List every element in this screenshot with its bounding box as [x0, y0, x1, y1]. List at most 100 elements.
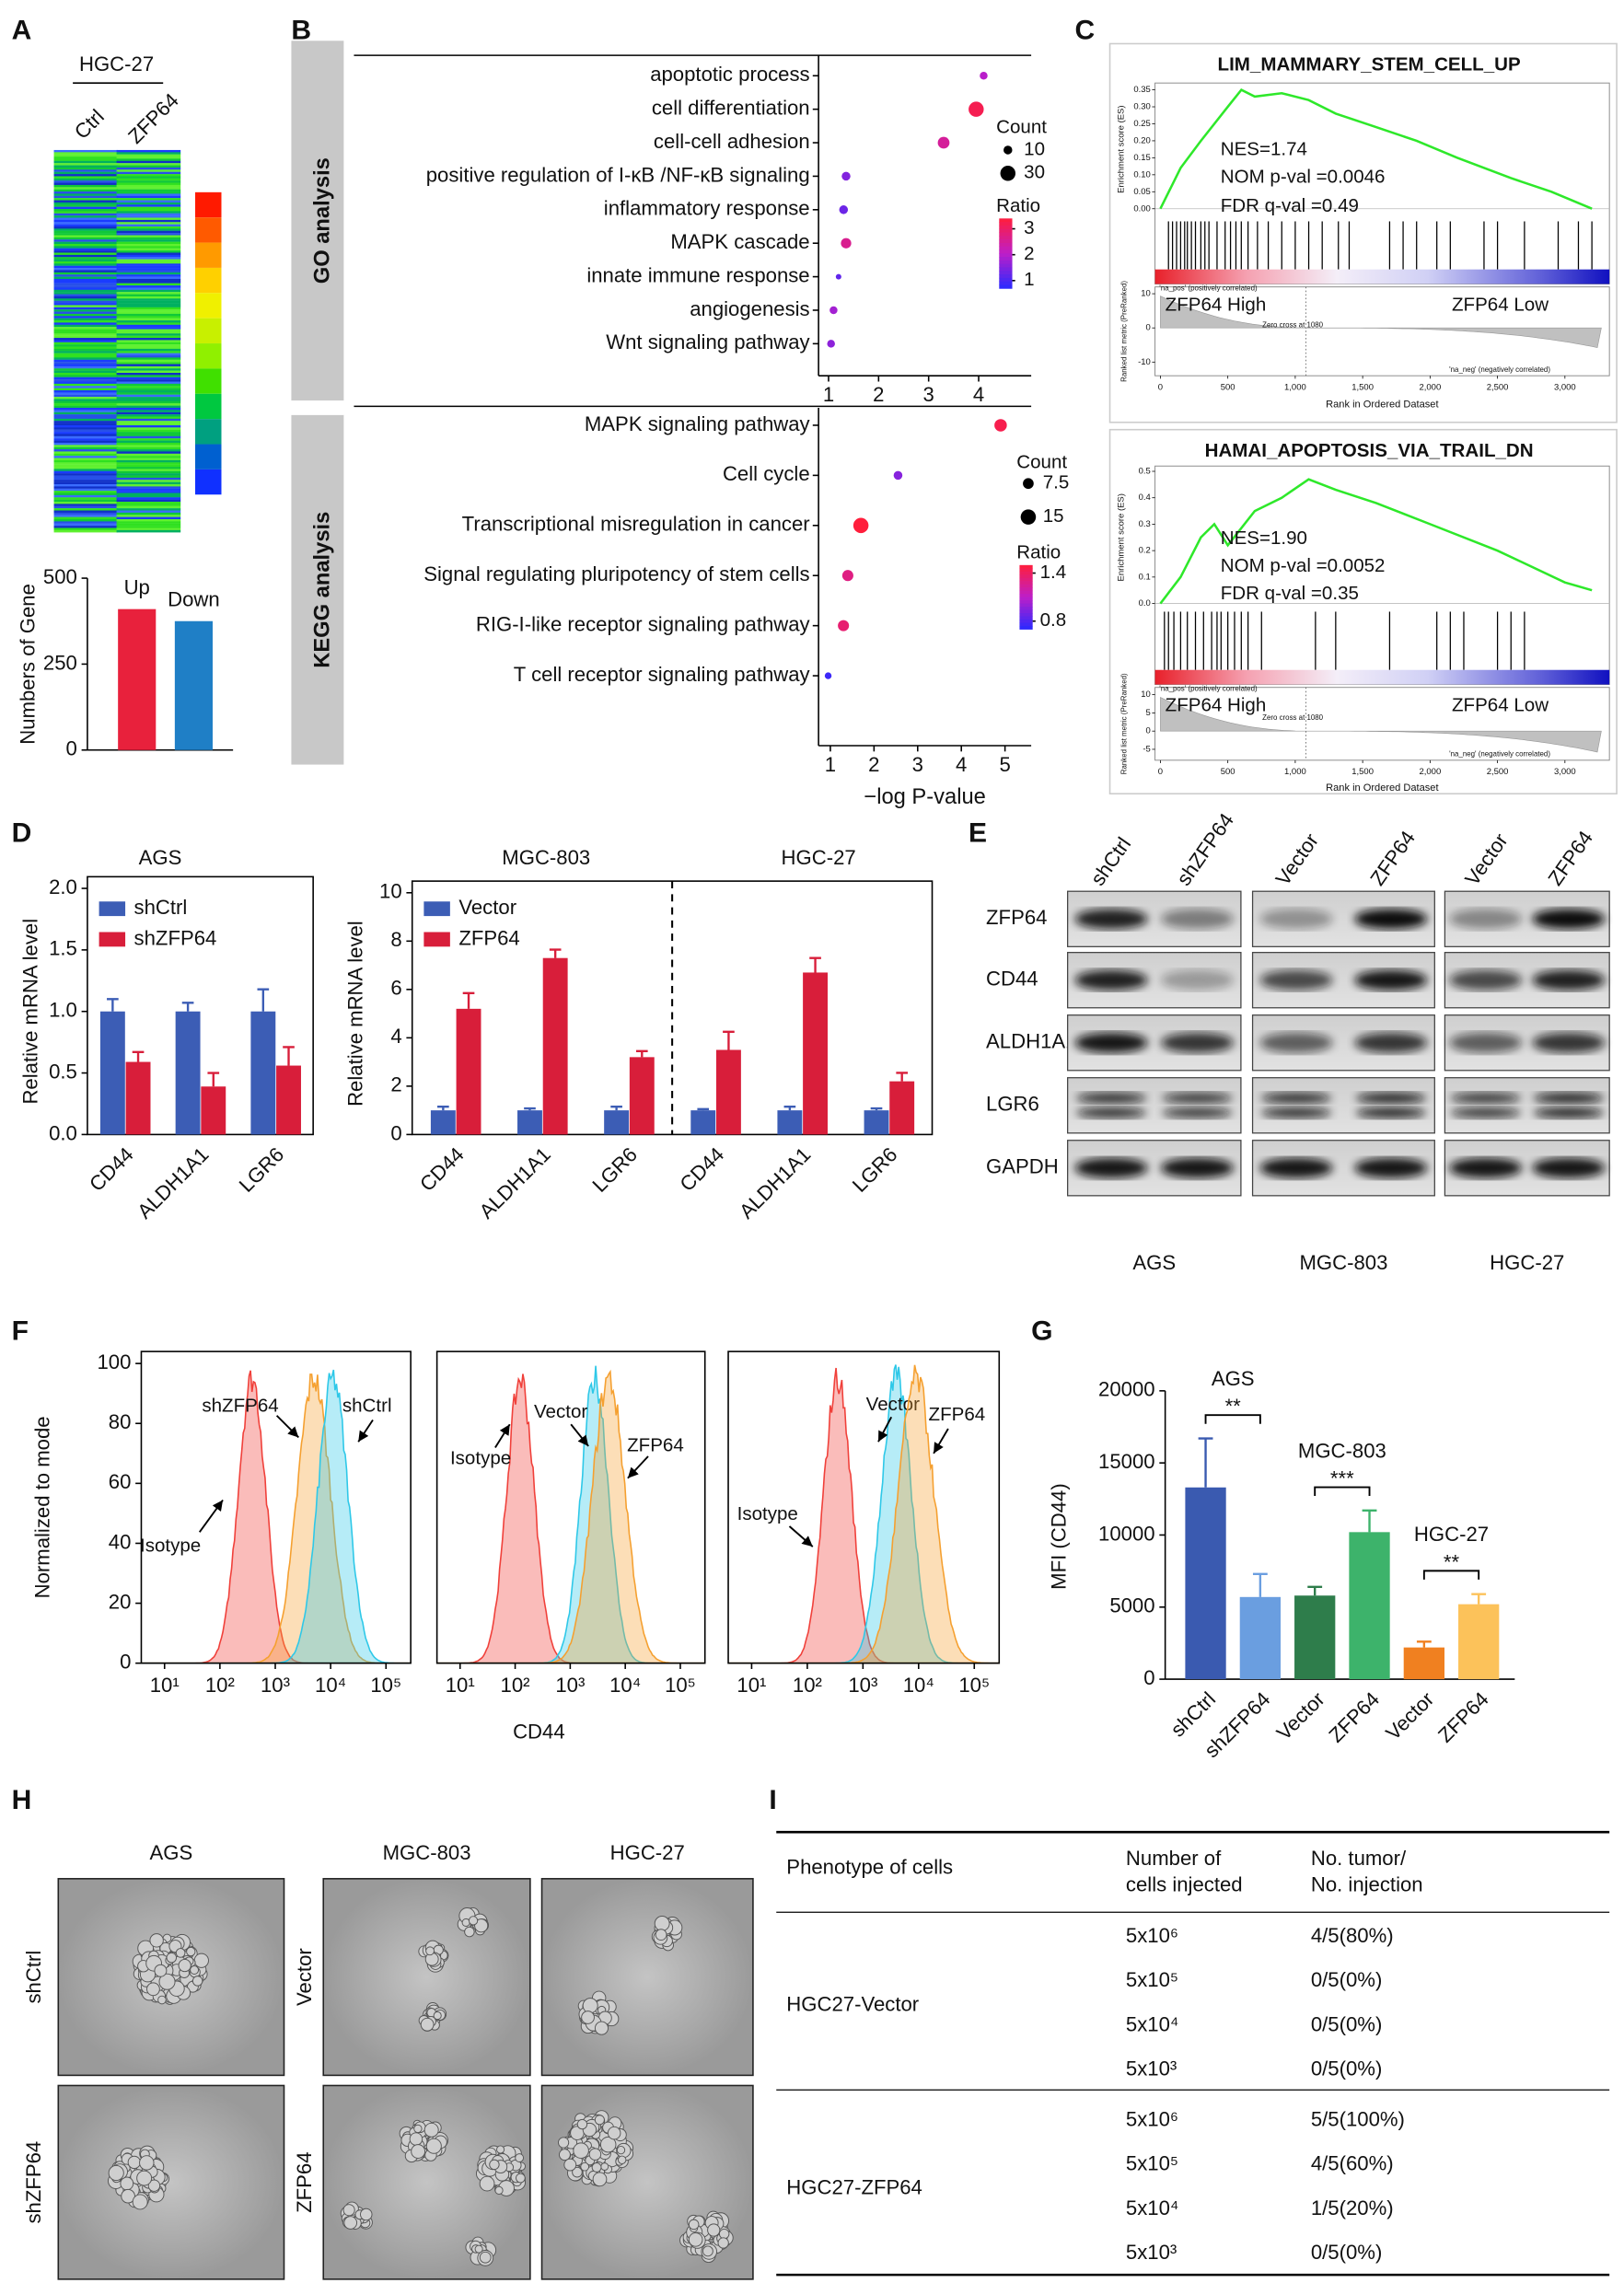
x-tick-label: LGR6 [235, 1142, 289, 1197]
category-label: Wnt signaling pathway [606, 330, 810, 353]
heatmap-stripe [116, 411, 181, 415]
condition-label: shCtrl [22, 1951, 45, 2004]
bar [1403, 1647, 1444, 1680]
colorbar-cell [999, 253, 1013, 258]
x-tick-label: 10² [205, 1674, 235, 1697]
legend-title: Ratio [996, 195, 1040, 216]
rank-colorbar [1154, 269, 1610, 284]
heatmap-stripe [53, 250, 119, 253]
table-cell: 0/5(0%) [1311, 2012, 1382, 2035]
heatmap-stripe [116, 365, 181, 369]
x-tick-label: 1,500 [1351, 382, 1374, 392]
dot [829, 306, 838, 315]
cell [489, 2159, 500, 2171]
protein-label: ZFP64 [986, 906, 1047, 929]
es-line [1159, 88, 1593, 210]
x-tick-label: 4 [973, 383, 984, 406]
y-tick-label: 0.1 [1139, 572, 1151, 582]
y-tick-label: 5000 [1109, 1594, 1154, 1617]
table-cell: 5/5(100%) [1311, 2107, 1405, 2130]
heatmap-stripe [53, 344, 119, 347]
blot-band [1450, 1107, 1521, 1119]
arrow [933, 1428, 949, 1454]
bar-label: Up [124, 575, 150, 598]
heatmap-stripe [53, 268, 119, 271]
x-tick-label: 10⁵ [958, 1674, 990, 1697]
error-bar [437, 1106, 449, 1111]
heatmap-stripe [53, 209, 119, 212]
heatmap-stripe [116, 462, 181, 465]
heatmap-stripe [53, 296, 119, 299]
heatmap-stripe [53, 313, 119, 317]
analysis-box [291, 41, 344, 401]
heatmap-stripe [53, 320, 119, 323]
heatmap-stripe [116, 508, 181, 511]
analysis-label: KEGG analysis [310, 512, 334, 668]
category-label: RIG-I-like receptor signaling pathway [476, 612, 811, 635]
category-label: apoptotic process [650, 63, 809, 86]
heatmap-stripe [53, 351, 119, 353]
heatmap-stripe [116, 379, 181, 382]
heatmap-stripe [116, 445, 181, 447]
heatmap-stripe [116, 219, 181, 223]
heatmap-stripe [116, 523, 181, 527]
heatmap-stripe [116, 491, 181, 493]
heatmap-stripe [116, 453, 181, 457]
heatmap-stripe [116, 292, 181, 295]
heatmap-stripe [53, 399, 119, 402]
cell [600, 2162, 609, 2171]
x-tick-label: 2 [868, 753, 879, 776]
bar [777, 1110, 803, 1135]
x-tick-label: ALDH1A1 [475, 1142, 555, 1223]
cell [360, 2208, 373, 2221]
heatmap-stripe [116, 307, 181, 310]
error-bar [181, 1002, 194, 1012]
x-tick-label: 10¹ [737, 1674, 766, 1697]
category-label: innate immune response [586, 263, 809, 286]
bar [542, 957, 568, 1135]
lane-label: shCtrl [1086, 833, 1136, 890]
heatmap-colorbar [195, 242, 222, 268]
rank-colorbar [1154, 669, 1610, 685]
blot-band [1076, 1092, 1147, 1105]
y-axis-label: Normalized to mode [30, 1416, 53, 1598]
y-tick-label: 40 [109, 1530, 132, 1553]
cell [559, 2149, 571, 2161]
heatmap-stripe [53, 252, 119, 256]
heatmap-stripe [53, 486, 119, 489]
lane-label: shZFP64 [1172, 809, 1238, 890]
colorbar-cell [999, 284, 1013, 289]
heatmap-stripe [116, 178, 181, 181]
cell [178, 1958, 191, 1973]
heatmap-stripe [53, 442, 119, 446]
table-header: cells injected [1126, 1873, 1243, 1896]
heatmap-stripe [53, 195, 119, 199]
heatmap-stripe [116, 435, 181, 439]
heatmap-stripe [53, 243, 119, 247]
legend-label: ZFP64 [458, 926, 519, 949]
y-tick-label: 0.25 [1133, 119, 1150, 129]
heatmap-stripe [53, 330, 119, 334]
cell [423, 2122, 439, 2138]
heatmap-stripe [53, 340, 119, 342]
heatmap-stripe [116, 394, 181, 398]
table-cell: 0/5(0%) [1311, 1968, 1382, 1991]
cell [425, 1946, 435, 1956]
colorbar-cell [999, 242, 1013, 248]
heatmap-stripe [116, 377, 181, 380]
x-tick-label: 2,500 [1487, 767, 1509, 777]
heatmap-stripe [116, 169, 181, 172]
heatmap-stripe [116, 338, 181, 341]
blot-band [1259, 909, 1333, 930]
arrow [877, 1416, 893, 1443]
blot-band [1532, 969, 1606, 991]
micrograph [57, 2084, 285, 2280]
colorbar-cell [1019, 590, 1033, 595]
x-tick-label: Vector [1381, 1687, 1438, 1744]
cell [688, 2232, 703, 2247]
protein-label: ALDH1A1 [986, 1030, 1076, 1053]
heatmap-colorbar [195, 293, 222, 319]
heatmap-stripe [53, 370, 119, 374]
heatmap-stripe [53, 217, 119, 221]
colorbar-label: 1.4 [1040, 562, 1067, 583]
